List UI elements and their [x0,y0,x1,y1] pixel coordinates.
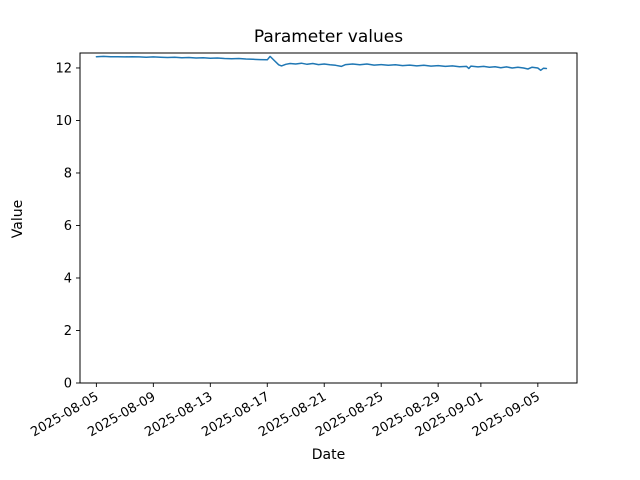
y-tick-label: 4 [64,271,72,286]
axes-frame [79,52,578,384]
data-line-parameter-value [95,55,548,72]
y-tick-label: 2 [64,324,72,339]
y-tick-label: 8 [64,166,72,181]
y-tick-label: 12 [55,61,72,76]
y-axis-label: Value [10,199,26,239]
y-tick-label: 0 [64,377,72,392]
y-tick-label: 10 [55,114,72,129]
x-axis-label: Date [311,447,346,463]
series-layer [95,55,548,72]
chart-title: Parameter values [253,27,404,47]
y-tick-label: 6 [64,219,72,234]
